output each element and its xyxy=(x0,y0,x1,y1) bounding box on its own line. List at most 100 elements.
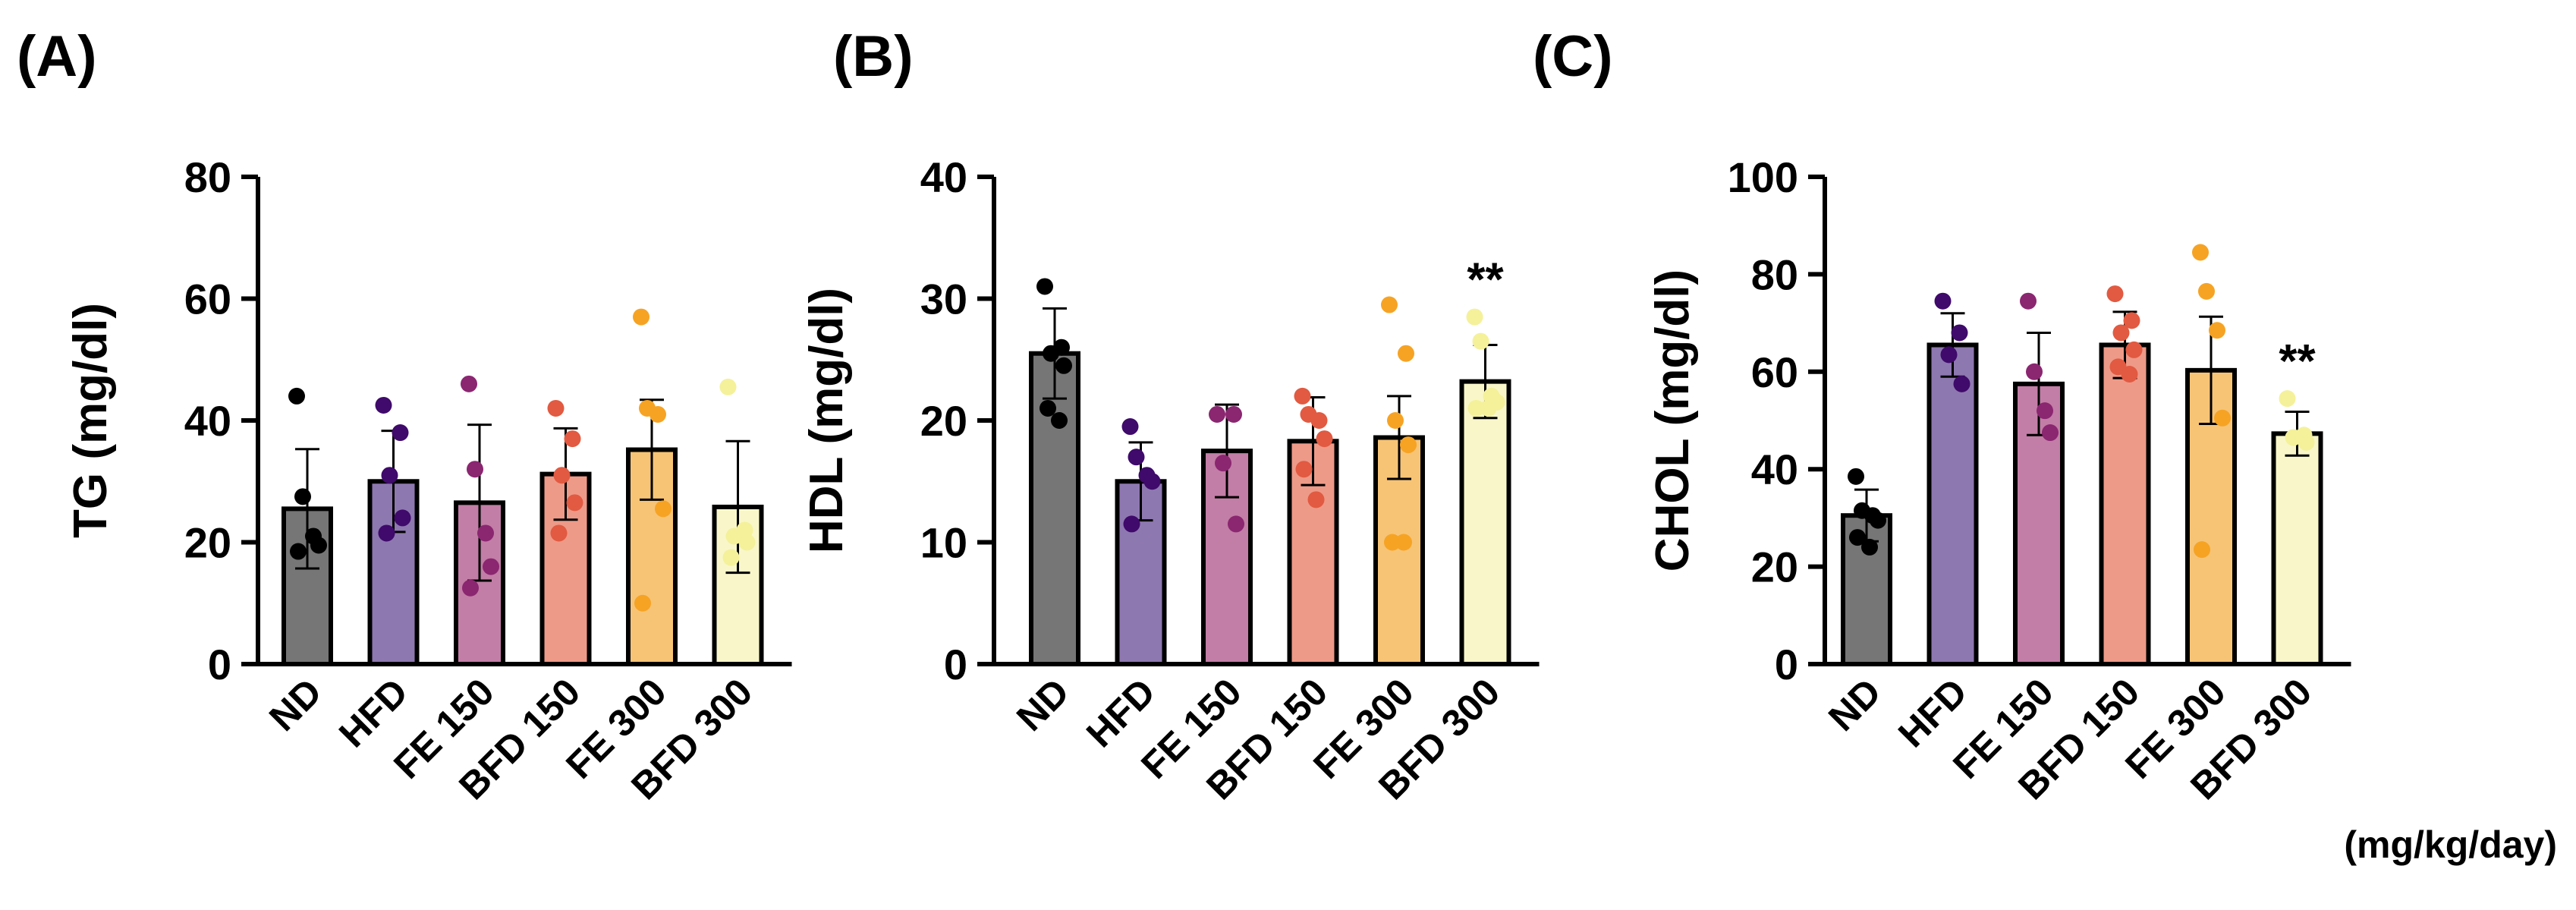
bar-nd xyxy=(1029,351,1080,666)
bar-bfd-300 xyxy=(1459,379,1511,666)
bar-hfd xyxy=(1926,342,1979,666)
data-point xyxy=(2020,292,2037,310)
data-point xyxy=(1051,412,1068,429)
data-point xyxy=(566,494,583,512)
data-point xyxy=(2285,429,2302,446)
data-point xyxy=(1123,515,1140,533)
data-point xyxy=(2112,324,2130,342)
data-point xyxy=(1310,412,1328,429)
data-point xyxy=(483,558,499,575)
data-point xyxy=(725,527,743,545)
bar-bfd-300 xyxy=(2271,431,2323,666)
panel-label: (C) xyxy=(1533,24,1613,89)
y-tick-label: 0 xyxy=(944,641,967,688)
y-tick-label: 80 xyxy=(184,153,231,201)
panel-label: (A) xyxy=(17,24,97,89)
y-tick-label: 0 xyxy=(208,641,231,688)
data-point xyxy=(294,488,311,505)
data-point xyxy=(547,399,565,417)
data-point xyxy=(1128,449,1145,466)
data-point xyxy=(1387,412,1404,429)
data-point xyxy=(461,375,477,392)
data-point xyxy=(1467,399,1485,417)
data-point xyxy=(392,424,409,442)
y-tick-label: 20 xyxy=(184,519,231,567)
data-point xyxy=(2042,424,2059,442)
data-point xyxy=(477,524,494,542)
data-point xyxy=(2279,390,2296,408)
data-point xyxy=(1480,399,1497,417)
data-point xyxy=(1307,491,1325,509)
data-point xyxy=(634,594,651,612)
data-point xyxy=(719,378,737,395)
data-point xyxy=(462,579,479,597)
data-point xyxy=(2123,312,2140,329)
data-point xyxy=(1381,296,1398,313)
data-point xyxy=(650,405,666,423)
data-point xyxy=(290,543,307,560)
data-point xyxy=(1294,387,1311,405)
data-point xyxy=(2198,282,2215,300)
data-point xyxy=(394,509,411,527)
data-point xyxy=(1395,534,1412,551)
data-point xyxy=(2214,409,2231,427)
bar-bfd-150 xyxy=(1287,439,1339,666)
data-point xyxy=(1121,418,1139,436)
data-point xyxy=(553,467,571,484)
y-tick-label: 100 xyxy=(1728,153,1798,201)
data-point xyxy=(1466,308,1483,326)
data-point xyxy=(1228,515,1244,533)
y-tick-label: 0 xyxy=(1775,641,1798,688)
data-point xyxy=(1043,345,1059,362)
data-point xyxy=(1861,538,1878,556)
data-point xyxy=(375,396,392,414)
data-point xyxy=(1951,324,1968,342)
data-point xyxy=(1849,529,1866,546)
x-tick-label: ND xyxy=(261,670,330,739)
data-point xyxy=(1316,430,1333,448)
x-tick-label: ND xyxy=(1820,670,1889,739)
data-point xyxy=(1040,399,1056,417)
data-point xyxy=(655,500,672,518)
y-axis-label: CHOL (mg/dl) xyxy=(1647,269,1699,572)
data-point xyxy=(1215,455,1231,472)
bar-bfd-150 xyxy=(2099,342,2151,666)
data-point xyxy=(378,524,395,542)
y-tick-label: 80 xyxy=(1751,250,1798,298)
significance-marker: ** xyxy=(2279,335,2316,388)
data-point xyxy=(1940,346,1958,364)
data-point xyxy=(550,524,568,542)
data-point xyxy=(467,461,483,478)
y-axis-label: HDL (mg/dl) xyxy=(800,288,853,553)
y-axis-label: TG (mg/dl) xyxy=(64,303,117,538)
data-point xyxy=(2026,363,2043,380)
significance-marker: ** xyxy=(1467,254,1504,307)
data-point xyxy=(2037,402,2053,420)
data-point xyxy=(1953,375,1971,392)
data-point xyxy=(1209,405,1225,423)
units-note: (mg/kg/day) xyxy=(2344,823,2557,866)
data-point xyxy=(2121,366,2138,383)
data-point xyxy=(633,308,650,326)
data-point xyxy=(1934,292,1952,310)
y-tick-label: 40 xyxy=(184,397,231,445)
data-point xyxy=(1848,468,1864,485)
data-point xyxy=(1398,345,1414,362)
data-point xyxy=(2298,433,2315,451)
data-point xyxy=(1295,461,1313,478)
y-tick-label: 30 xyxy=(920,276,967,323)
data-point xyxy=(381,467,398,484)
data-point xyxy=(2106,285,2124,303)
data-point xyxy=(288,387,305,405)
data-point xyxy=(2125,341,2143,358)
data-point xyxy=(1870,512,1886,529)
y-tick-label: 60 xyxy=(184,276,231,323)
x-tick-label: ND xyxy=(1008,670,1077,739)
data-point xyxy=(564,430,581,448)
y-tick-label: 20 xyxy=(920,397,967,445)
y-tick-label: 40 xyxy=(920,153,967,201)
